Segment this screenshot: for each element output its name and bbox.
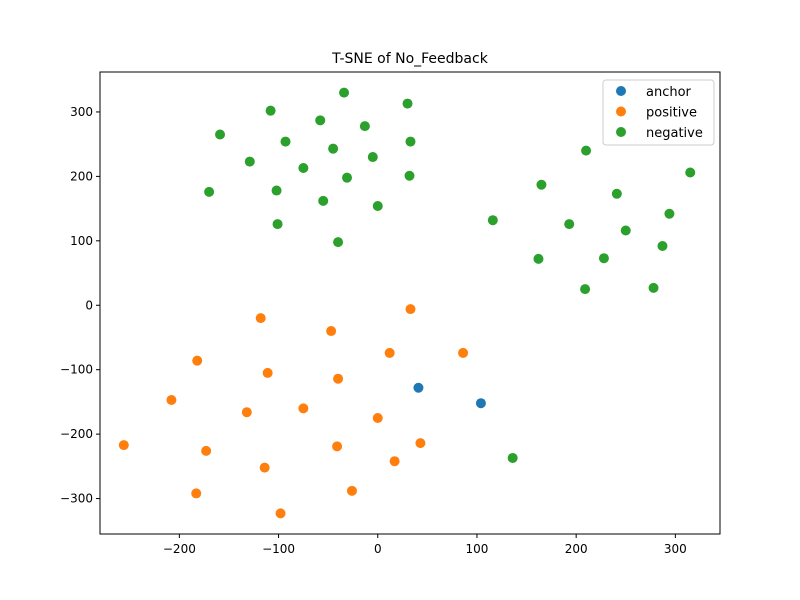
point-negative bbox=[271, 185, 282, 196]
point-negative bbox=[404, 170, 415, 181]
point-positive bbox=[241, 407, 252, 418]
y-tick-label: −100 bbox=[60, 363, 93, 377]
point-negative bbox=[648, 282, 659, 293]
point-negative bbox=[507, 452, 518, 463]
y-axis: −300 −200 −100 0 100 200 300 bbox=[60, 105, 100, 506]
point-positive bbox=[372, 413, 383, 424]
legend-label-positive: positive bbox=[646, 106, 697, 121]
y-tick-label: 200 bbox=[70, 169, 93, 183]
y-tick-label: −200 bbox=[60, 427, 93, 441]
point-negative bbox=[298, 163, 309, 174]
x-tick-label: 200 bbox=[565, 542, 588, 556]
point-negative bbox=[280, 136, 291, 147]
point-positive bbox=[118, 440, 129, 451]
point-anchor bbox=[475, 398, 486, 409]
legend-box bbox=[602, 79, 715, 146]
point-positive bbox=[346, 485, 357, 496]
point-negative bbox=[611, 188, 622, 199]
point-positive bbox=[415, 438, 426, 449]
point-positive bbox=[262, 367, 273, 378]
point-negative bbox=[372, 201, 383, 212]
point-negative bbox=[318, 195, 329, 206]
point-negative bbox=[204, 186, 215, 197]
point-positive bbox=[384, 347, 395, 358]
x-tick-label: −100 bbox=[262, 542, 295, 556]
point-positive bbox=[389, 456, 400, 467]
x-tick-label: 300 bbox=[664, 542, 687, 556]
point-negative bbox=[564, 219, 575, 230]
legend-marker-negative bbox=[616, 127, 626, 137]
point-negative bbox=[333, 237, 344, 248]
point-negative bbox=[244, 156, 255, 167]
point-negative bbox=[359, 121, 370, 132]
point-negative bbox=[342, 172, 353, 183]
point-negative bbox=[620, 225, 631, 236]
x-tick-label: −200 bbox=[163, 542, 196, 556]
point-negative bbox=[598, 253, 609, 264]
point-negative bbox=[536, 179, 547, 190]
point-negative bbox=[685, 167, 696, 178]
point-positive bbox=[255, 313, 266, 324]
x-tick-label: 0 bbox=[374, 542, 382, 556]
x-tick-label: 100 bbox=[466, 542, 489, 556]
y-tick-label: 300 bbox=[70, 105, 93, 119]
point-negative bbox=[367, 152, 378, 163]
y-tick-label: −300 bbox=[60, 492, 93, 506]
legend-label-anchor: anchor bbox=[646, 85, 692, 100]
point-negative bbox=[581, 145, 592, 156]
point-negative bbox=[657, 240, 668, 251]
point-negative bbox=[405, 136, 416, 147]
y-tick-label: 100 bbox=[70, 234, 93, 248]
point-positive bbox=[201, 445, 212, 456]
point-negative bbox=[272, 219, 283, 230]
point-negative bbox=[339, 87, 350, 98]
point-positive bbox=[259, 462, 270, 473]
point-negative bbox=[215, 129, 226, 140]
point-positive bbox=[405, 304, 416, 315]
point-positive bbox=[191, 488, 202, 499]
point-negative bbox=[664, 208, 675, 219]
point-positive bbox=[332, 441, 343, 452]
point-positive bbox=[458, 347, 469, 358]
legend-marker-positive bbox=[616, 106, 626, 117]
point-negative bbox=[328, 143, 339, 154]
x-axis: −200 −100 0 100 200 300 bbox=[163, 534, 687, 556]
legend: anchor positive negative bbox=[602, 79, 715, 146]
point-negative bbox=[533, 253, 544, 264]
point-positive bbox=[298, 403, 309, 414]
point-positive bbox=[326, 326, 337, 337]
point-negative bbox=[402, 98, 413, 109]
point-negative bbox=[487, 215, 498, 226]
point-positive bbox=[275, 508, 286, 519]
point-negative bbox=[315, 115, 326, 126]
point-positive bbox=[192, 355, 203, 366]
chart-title: T-SNE of No_Feedback bbox=[331, 51, 489, 67]
legend-label-negative: negative bbox=[646, 126, 703, 141]
point-positive bbox=[333, 373, 344, 384]
point-anchor bbox=[413, 382, 424, 393]
point-positive bbox=[166, 394, 177, 405]
legend-marker-anchor bbox=[616, 86, 626, 96]
point-negative bbox=[265, 105, 276, 116]
y-tick-label: 0 bbox=[85, 298, 93, 312]
point-negative bbox=[580, 284, 591, 295]
plot-area-frame bbox=[99, 71, 721, 535]
data-points bbox=[118, 87, 696, 519]
